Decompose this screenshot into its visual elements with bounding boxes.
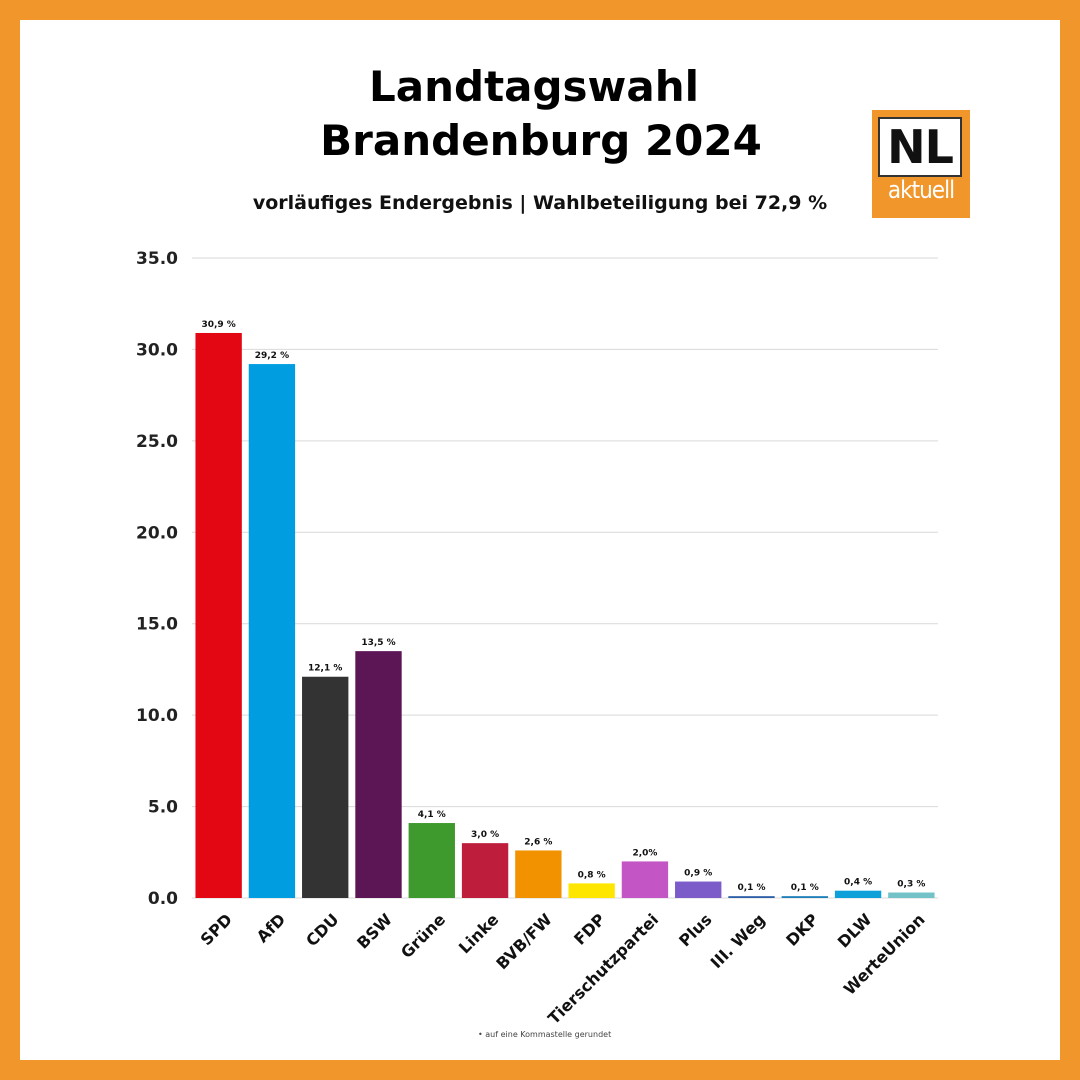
y-tick-label: 30.0 xyxy=(136,340,178,360)
x-tick-label: AfD xyxy=(253,910,290,947)
y-tick-label: 35.0 xyxy=(136,249,178,269)
title-line-1: Landtagswahl xyxy=(369,62,699,111)
bar-linke xyxy=(461,843,509,898)
y-tick-label: 20.0 xyxy=(136,523,178,543)
logo-aktuell-text: aktuell xyxy=(887,176,955,204)
bars xyxy=(195,332,935,898)
value-label: 0,9 % xyxy=(684,869,712,879)
value-label: 2,6 % xyxy=(524,837,552,847)
value-label: 0,1 % xyxy=(791,883,819,893)
bar-bsw xyxy=(355,651,402,898)
value-label: 0,3 % xyxy=(897,880,925,890)
y-tick-label: 10.0 xyxy=(136,706,178,726)
bar-iii-weg xyxy=(728,896,775,898)
bar-werteunion xyxy=(888,892,935,898)
nl-aktuell-logo: NL aktuell xyxy=(872,110,970,218)
x-tick-label: DKP xyxy=(782,910,822,950)
bar-afd xyxy=(248,364,296,898)
value-label: 29,2 % xyxy=(255,351,289,361)
bar-dlw xyxy=(834,890,882,898)
x-tick-label: III. Weg xyxy=(707,910,769,972)
value-label: 0,1 % xyxy=(737,883,765,893)
bar-grüne xyxy=(408,823,455,898)
x-tick-label: CDU xyxy=(302,910,342,950)
x-tick-label: Linke xyxy=(455,910,503,958)
value-label: 30,9 % xyxy=(201,320,235,330)
value-label: 0,8 % xyxy=(578,870,606,880)
bar-bvb-fw xyxy=(515,850,562,898)
title-line-2: Brandenburg 2024 xyxy=(320,116,762,165)
value-label: 0,4 % xyxy=(844,878,872,888)
value-label: 2,0% xyxy=(632,848,657,858)
bar-spd xyxy=(195,332,242,898)
chart-subtitle: vorläufiges Endergebnis | Wahlbeteiligun… xyxy=(252,192,828,214)
value-label: 4,1 % xyxy=(418,810,446,820)
bar-cdu xyxy=(302,676,349,898)
footnote-text: auf eine Kommastelle gerundet xyxy=(485,1030,612,1039)
x-tick-label: FDP xyxy=(570,910,609,949)
bar-fdp xyxy=(568,883,615,898)
x-tick-label: BVB/FW xyxy=(492,910,556,974)
value-labels: 30,9 % 29,2 % 12,1 % 13,5 % 4,1 % 3,0 % 2,6 % 0… xyxy=(201,320,925,893)
bar-dkp xyxy=(781,896,828,898)
y-tick-label: 15.0 xyxy=(136,615,178,635)
y-tick-label: 25.0 xyxy=(136,432,178,452)
bar-tierschutzpartei xyxy=(621,861,669,898)
y-tick-label: 0.0 xyxy=(148,889,178,909)
value-label: 13,5 % xyxy=(361,638,395,648)
chart-title: Landtagswahl Brandenburg 2024 xyxy=(0,60,1080,168)
logo-nl-text: NL xyxy=(878,117,962,177)
footnote: • auf eine Kommastelle gerundet xyxy=(478,1030,612,1039)
value-label: 3,0 % xyxy=(471,830,499,840)
x-tick-label: Plus xyxy=(675,910,715,950)
x-tick-label: SPD xyxy=(197,910,236,949)
bar-plus xyxy=(675,881,722,898)
y-axis-ticks: 0.0 5.0 10.0 15.0 20.0 25.0 30.0 35.0 xyxy=(136,249,178,909)
x-tick-label: DLW xyxy=(834,910,876,952)
x-tick-label: BSW xyxy=(353,910,396,953)
y-tick-label: 5.0 xyxy=(148,798,178,818)
x-tick-label: Grüne xyxy=(397,910,449,962)
value-label: 12,1 % xyxy=(308,664,342,674)
